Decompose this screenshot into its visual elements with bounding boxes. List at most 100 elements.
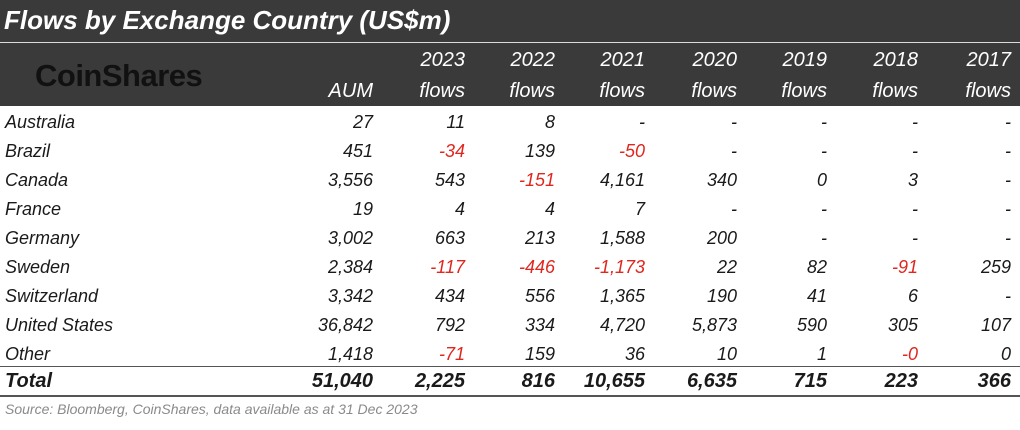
- row-label: Total: [5, 370, 53, 392]
- table-cell: 11: [446, 112, 465, 132]
- table-cell: 139: [524, 141, 555, 161]
- table-cell: 3,556: [327, 170, 373, 190]
- column-header-top: 2020: [692, 49, 738, 71]
- table-cell: -: [639, 112, 645, 132]
- table-cell: -446: [518, 257, 555, 277]
- table-bottom-border: [0, 395, 1020, 397]
- table-cell: 213: [524, 228, 555, 248]
- table-cell: 1: [816, 344, 827, 364]
- chart-title: Flows by Exchange Country (US$m): [4, 5, 451, 35]
- table-cell: -: [912, 112, 918, 132]
- table-cell: 3,002: [327, 228, 373, 248]
- table-cell: 792: [434, 315, 465, 335]
- table-cell: 36: [624, 344, 645, 364]
- table-cell: -: [731, 112, 737, 132]
- row-label: Switzerland: [5, 286, 99, 306]
- table-cell: 8: [544, 112, 555, 132]
- table-cell: -: [1005, 112, 1011, 132]
- table-cell: -: [1005, 141, 1011, 161]
- table-cell: 4,161: [599, 170, 645, 190]
- table-cell: 543: [434, 170, 465, 190]
- table-cell: 223: [884, 370, 918, 392]
- row-label: United States: [5, 315, 114, 335]
- column-header-top: 2021: [600, 49, 646, 71]
- table-cell: -: [821, 228, 827, 248]
- table-cell: 1,365: [599, 286, 645, 306]
- table-cell: 816: [521, 370, 555, 392]
- table-cell: -0: [901, 344, 918, 364]
- table-cell: -: [821, 199, 827, 219]
- column-header-bottom: flows: [419, 80, 465, 102]
- table-cell: -: [821, 141, 827, 161]
- table-cell: 159: [524, 344, 555, 364]
- table-cell: 0: [816, 170, 827, 190]
- table-cell: 5,873: [691, 315, 737, 335]
- table-cell: 107: [980, 315, 1011, 335]
- table-cell: 2,225: [414, 370, 465, 392]
- column-header-top: 2023: [420, 49, 466, 71]
- table-cell: -: [912, 199, 918, 219]
- table-cell: -71: [438, 344, 465, 364]
- column-header-top: 2022: [510, 49, 556, 71]
- column-header-bottom: flows: [965, 80, 1011, 102]
- table-cell: 556: [524, 286, 555, 306]
- row-label: Sweden: [5, 257, 71, 277]
- table-cell: 0: [1000, 344, 1011, 364]
- table-cell: -117: [430, 257, 465, 277]
- table-cell: -: [912, 141, 918, 161]
- table-cell: 451: [342, 141, 373, 161]
- table-cell: 1,588: [599, 228, 645, 248]
- table-cell: 4: [544, 199, 555, 219]
- table-cell: 340: [706, 170, 737, 190]
- row-label: Canada: [5, 170, 69, 190]
- table-cell: 259: [980, 257, 1011, 277]
- title-bar: Flows by Exchange Country (US$m): [0, 0, 1020, 43]
- table-cell: 305: [887, 315, 918, 335]
- row-label: France: [5, 199, 62, 219]
- column-header-top: 2017: [966, 49, 1012, 71]
- column-header-bottom: AUM: [328, 80, 373, 102]
- table-cell: 366: [977, 370, 1011, 392]
- header-bar: CoinShares AUM 2023 flows 2022 flows 2021 flow…: [0, 43, 1020, 106]
- table-cell: -34: [438, 141, 465, 161]
- table-cell: 663: [434, 228, 465, 248]
- table-cell: -: [731, 199, 737, 219]
- table-cell: 22: [716, 257, 737, 277]
- table-cell: 715: [793, 370, 827, 392]
- row-label: Other: [5, 344, 51, 364]
- row-label: Australia: [5, 112, 76, 132]
- table-cell: -: [912, 228, 918, 248]
- table-cell: -: [1005, 228, 1011, 248]
- table-cell: 27: [352, 112, 373, 132]
- total-divider: [0, 366, 1020, 367]
- table-cell: 51,040: [311, 370, 373, 392]
- table-cell: -1,173: [593, 257, 645, 277]
- table-cell: 36,842: [317, 315, 373, 335]
- table-cell: -: [821, 112, 827, 132]
- coinshares-logo: CoinShares: [35, 58, 203, 93]
- table-cell: 7: [634, 199, 645, 219]
- table-cell: 82: [806, 257, 827, 277]
- column-header-bottom: flows: [599, 80, 645, 102]
- table-cell: 3,342: [327, 286, 373, 306]
- table-cell: 190: [706, 286, 737, 306]
- table-cell: -151: [518, 170, 555, 190]
- column-header-top: 2019: [782, 49, 828, 71]
- column-header-top: 2018: [873, 49, 919, 71]
- table-cell: 200: [706, 228, 737, 248]
- table-cell: 1,418: [327, 344, 373, 364]
- table-cell: 10: [716, 344, 737, 364]
- table-cell: 6,635: [686, 370, 737, 392]
- table-cell: 3: [907, 170, 918, 190]
- table-cell: 590: [796, 315, 827, 335]
- source-note: Source: Bloomberg, CoinShares, data avai…: [5, 401, 418, 417]
- table-cell: -91: [891, 257, 918, 277]
- row-label: Germany: [5, 228, 80, 248]
- table-cell: 41: [806, 286, 827, 306]
- table-cell: 334: [524, 315, 555, 335]
- table-cell: 4: [454, 199, 465, 219]
- table-cell: 2,384: [327, 257, 373, 277]
- table-cell: 4,720: [599, 315, 645, 335]
- table-cell: 10,655: [583, 370, 645, 392]
